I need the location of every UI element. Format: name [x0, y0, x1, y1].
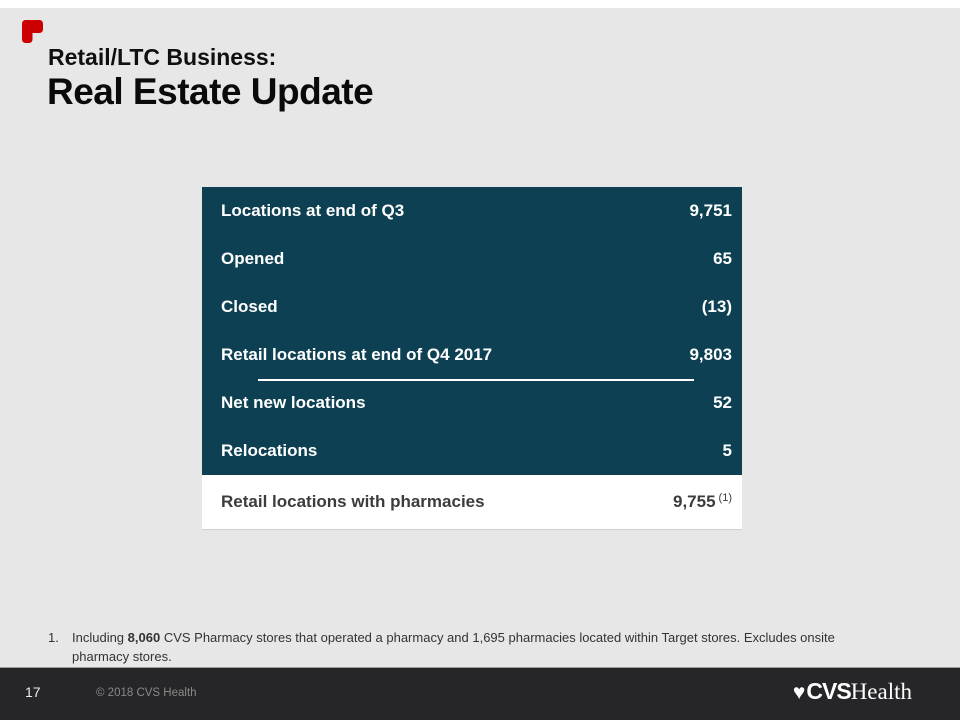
row-label: Net new locations: [221, 393, 366, 412]
table-row: Retail locations at end of Q4 2017 9,803: [202, 331, 742, 379]
real-estate-table: Locations at end of Q3 9,751 Opened 65 C…: [202, 187, 742, 529]
table-row: Locations at end of Q3 9,751: [202, 187, 742, 235]
slide-kicker: Retail/LTC Business:: [48, 44, 277, 70]
footnote-marker: 1.: [48, 630, 59, 645]
cvs-health-logo: ♥ CVS Health: [792, 678, 912, 704]
row-label: Locations at end of Q3: [221, 201, 405, 220]
table-dark-section: Locations at end of Q3 9,751 Opened 65 C…: [202, 187, 742, 475]
row-label: Closed: [221, 297, 278, 316]
footnote-text: Including 8,060 CVS Pharmacy stores that…: [72, 630, 835, 664]
row-label: Relocations: [221, 441, 318, 460]
row-value: 65: [713, 249, 732, 268]
logo-text-cvs: CVS: [806, 678, 851, 704]
footer-bar: 17 © 2018 CVS Health ♥ CVS Health: [0, 667, 960, 720]
summary-value: 9,755 (1): [673, 492, 732, 511]
corner-flag-icon: [22, 20, 43, 43]
summary-label: Retail locations with pharmacies: [221, 492, 485, 511]
page-title: Real Estate Update: [47, 71, 374, 112]
subtotal-divider: [258, 379, 694, 381]
row-value: 5: [722, 441, 732, 460]
row-label: Retail locations at end of Q4 2017: [221, 345, 493, 364]
heart-icon: ♥: [792, 681, 806, 704]
table-row: Opened 65: [202, 235, 742, 283]
copyright-text: © 2018 CVS Health: [96, 687, 197, 699]
row-value: 9,803: [689, 345, 732, 364]
row-value: 9,751: [689, 201, 732, 220]
row-value: 52: [713, 393, 732, 412]
footnote-reference: (1): [718, 492, 732, 504]
table-summary-row: Retail locations with pharmacies 9,755 (1…: [202, 475, 742, 529]
table-row: Closed (13): [202, 283, 742, 331]
row-value: (13): [701, 297, 732, 316]
page-number: 17: [25, 684, 41, 700]
row-label: Opened: [221, 249, 285, 268]
logo-text-health: Health: [850, 679, 912, 704]
footnote: 1. Including 8,060 CVS Pharmacy stores t…: [48, 629, 863, 666]
table-row: Relocations 5: [202, 427, 742, 475]
table-row: Net new locations 52: [202, 379, 742, 427]
